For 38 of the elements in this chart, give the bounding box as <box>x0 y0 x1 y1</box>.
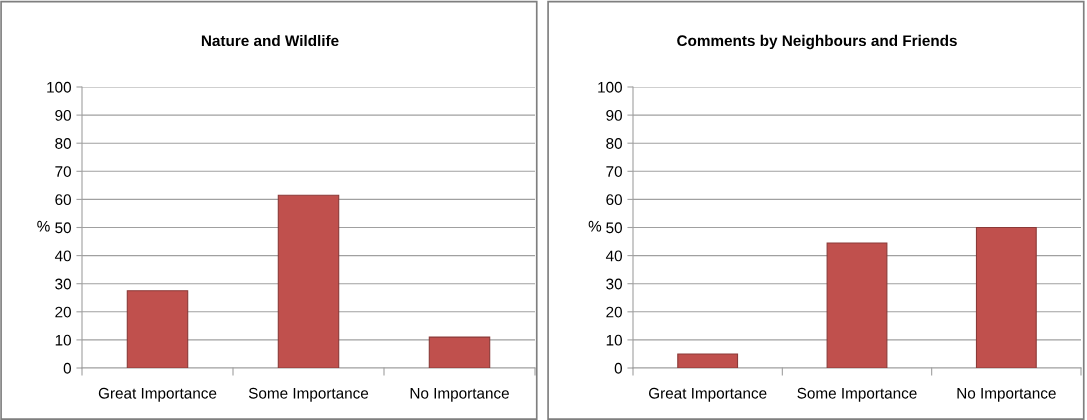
y-tick-label: 80 <box>55 138 71 149</box>
x-tick-label: Some Importance <box>797 387 917 402</box>
y-tick-label: 70 <box>55 166 71 177</box>
bar <box>126 290 189 368</box>
y-tick-label: 60 <box>55 194 71 206</box>
x-tick-label: Great Importance <box>649 387 767 402</box>
y-tick-label: 40 <box>605 250 622 262</box>
y-tick-label: 20 <box>606 306 622 318</box>
y-tick-label: 0 <box>614 362 622 374</box>
x-tick-label: No Importance <box>410 388 509 402</box>
bar <box>826 242 888 368</box>
y-tick-label: 50 <box>606 222 622 234</box>
y-tick-label: 10 <box>55 334 71 346</box>
bar <box>277 194 340 368</box>
y-axis-title: % <box>37 220 50 232</box>
y-tick-label: 40 <box>54 250 71 262</box>
bar <box>975 226 1037 368</box>
x-tick-label: Some Importance <box>248 387 369 402</box>
y-axis-title: % <box>588 220 602 232</box>
y-tick-label: 0 <box>63 362 71 374</box>
y-tick-label: 10 <box>606 334 622 346</box>
y-tick-label: 80 <box>606 138 622 149</box>
y-tick-label: 100 <box>598 81 622 93</box>
bar <box>428 336 491 368</box>
y-tick-label: 50 <box>55 222 71 234</box>
x-tick-label: Great Importance <box>98 387 217 402</box>
x-tick-label: No Importance <box>957 388 1056 402</box>
y-tick-label: 30 <box>55 278 71 290</box>
y-tick-label: 60 <box>606 194 622 206</box>
y-tick-label: 100 <box>47 81 71 93</box>
y-tick-label: 70 <box>606 166 622 177</box>
y-tick-label: 90 <box>606 109 622 121</box>
chart-title: Comments by Neighbours and Friends <box>677 34 957 50</box>
y-tick-label: 20 <box>55 306 71 318</box>
y-tick-label: 30 <box>606 278 622 290</box>
chart-title: Nature and Wildlife <box>201 34 339 47</box>
bar <box>677 353 739 368</box>
y-tick-label: 90 <box>55 109 71 121</box>
